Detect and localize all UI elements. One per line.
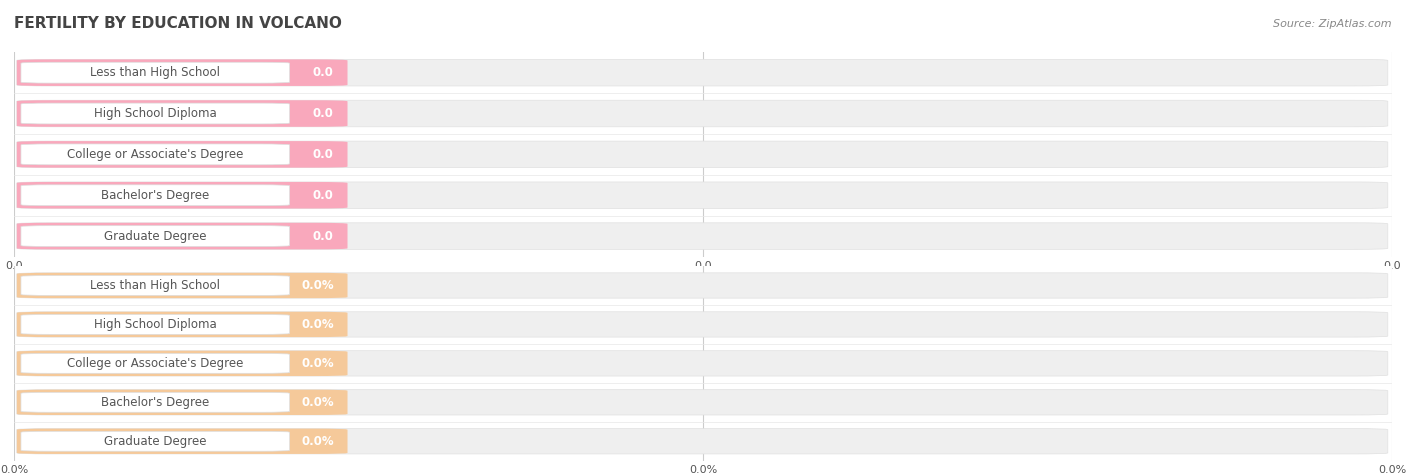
Text: Graduate Degree: Graduate Degree bbox=[104, 229, 207, 243]
Text: 0.0: 0.0 bbox=[314, 189, 333, 202]
Text: High School Diploma: High School Diploma bbox=[94, 318, 217, 331]
Text: 0.0%: 0.0% bbox=[301, 357, 333, 370]
FancyBboxPatch shape bbox=[17, 351, 347, 376]
FancyBboxPatch shape bbox=[17, 59, 347, 86]
FancyBboxPatch shape bbox=[21, 62, 290, 83]
FancyBboxPatch shape bbox=[17, 59, 1388, 86]
Text: Source: ZipAtlas.com: Source: ZipAtlas.com bbox=[1274, 19, 1392, 29]
FancyBboxPatch shape bbox=[17, 390, 1388, 415]
Text: 0.0%: 0.0% bbox=[301, 396, 333, 409]
FancyBboxPatch shape bbox=[17, 312, 347, 337]
Text: Bachelor's Degree: Bachelor's Degree bbox=[101, 396, 209, 409]
FancyBboxPatch shape bbox=[21, 185, 290, 206]
FancyBboxPatch shape bbox=[21, 314, 290, 334]
FancyBboxPatch shape bbox=[21, 353, 290, 373]
FancyBboxPatch shape bbox=[17, 182, 347, 209]
FancyBboxPatch shape bbox=[17, 428, 347, 454]
Text: 0.0%: 0.0% bbox=[301, 279, 333, 292]
FancyBboxPatch shape bbox=[17, 223, 347, 249]
Text: College or Associate's Degree: College or Associate's Degree bbox=[67, 148, 243, 161]
FancyBboxPatch shape bbox=[17, 141, 347, 168]
Text: 0.0%: 0.0% bbox=[301, 435, 333, 448]
Text: Less than High School: Less than High School bbox=[90, 279, 221, 292]
Text: 0.0: 0.0 bbox=[314, 107, 333, 120]
FancyBboxPatch shape bbox=[21, 144, 290, 165]
FancyBboxPatch shape bbox=[17, 273, 1388, 298]
FancyBboxPatch shape bbox=[17, 141, 1388, 168]
Text: 0.0: 0.0 bbox=[314, 66, 333, 79]
FancyBboxPatch shape bbox=[17, 312, 1388, 337]
FancyBboxPatch shape bbox=[17, 428, 1388, 454]
FancyBboxPatch shape bbox=[17, 182, 1388, 209]
Text: 0.0: 0.0 bbox=[314, 229, 333, 243]
FancyBboxPatch shape bbox=[21, 431, 290, 451]
FancyBboxPatch shape bbox=[17, 390, 347, 415]
Text: Graduate Degree: Graduate Degree bbox=[104, 435, 207, 448]
FancyBboxPatch shape bbox=[17, 223, 1388, 249]
FancyBboxPatch shape bbox=[21, 392, 290, 412]
FancyBboxPatch shape bbox=[17, 351, 1388, 376]
FancyBboxPatch shape bbox=[21, 226, 290, 247]
FancyBboxPatch shape bbox=[21, 103, 290, 124]
Text: Less than High School: Less than High School bbox=[90, 66, 221, 79]
FancyBboxPatch shape bbox=[17, 273, 347, 298]
FancyBboxPatch shape bbox=[21, 276, 290, 295]
Text: 0.0%: 0.0% bbox=[301, 318, 333, 331]
Text: High School Diploma: High School Diploma bbox=[94, 107, 217, 120]
Text: FERTILITY BY EDUCATION IN VOLCANO: FERTILITY BY EDUCATION IN VOLCANO bbox=[14, 16, 342, 31]
Text: Bachelor's Degree: Bachelor's Degree bbox=[101, 189, 209, 202]
FancyBboxPatch shape bbox=[17, 100, 347, 127]
Text: College or Associate's Degree: College or Associate's Degree bbox=[67, 357, 243, 370]
Text: 0.0: 0.0 bbox=[314, 148, 333, 161]
FancyBboxPatch shape bbox=[17, 100, 1388, 127]
